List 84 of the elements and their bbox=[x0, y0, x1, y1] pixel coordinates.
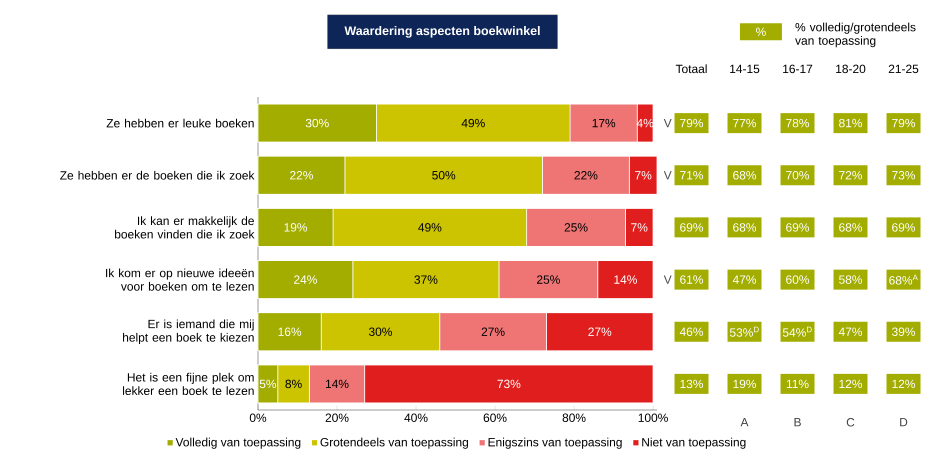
text: 19% bbox=[733, 380, 756, 388]
category-label: 21-25 bbox=[888, 64, 918, 74]
text: 81% bbox=[839, 118, 862, 128]
category-label: V bbox=[664, 171, 672, 180]
data-label: 7% bbox=[631, 223, 648, 232]
text: 78% bbox=[786, 118, 810, 128]
chart-title: Waardering aspecten boekwinkel bbox=[344, 26, 540, 38]
y-tick-label: Het is een fijne plek om lekker een boek te lezen bbox=[123, 372, 254, 396]
data-label: 16% bbox=[278, 328, 302, 336]
text: 12% bbox=[839, 380, 862, 388]
text: 61% bbox=[680, 275, 704, 284]
data-label: 8% bbox=[285, 380, 302, 388]
text: 72% bbox=[839, 171, 862, 180]
y-tick-label: Ze hebben er leuke boeken bbox=[106, 118, 254, 128]
x-tick-label: 100% bbox=[638, 414, 668, 422]
data-label: 25% bbox=[564, 223, 588, 232]
x-tick-label: 80% bbox=[562, 414, 586, 422]
text: % bbox=[756, 28, 766, 36]
data-label: 30% bbox=[368, 328, 392, 336]
text: 46% bbox=[680, 328, 704, 336]
text: 69% bbox=[892, 223, 916, 232]
text: C bbox=[846, 418, 854, 426]
y-tick-label: Ze hebben er de boeken die ik zoek bbox=[60, 170, 254, 180]
text: 47% bbox=[732, 275, 756, 284]
x-tick-label: 0% bbox=[250, 414, 266, 422]
legend-title: % volledig/grotendeels van toepassing bbox=[795, 22, 916, 48]
y-tick-label: Er is iemand die mij helpt een boek te kiezen bbox=[123, 319, 254, 344]
data-label: 49% bbox=[462, 118, 485, 128]
category-label: 14-15 bbox=[730, 64, 760, 74]
category-label: V bbox=[664, 118, 672, 128]
category-label: Totaal bbox=[676, 64, 707, 74]
text: 39% bbox=[892, 328, 916, 336]
data-label: 30% bbox=[306, 118, 329, 128]
text: 69% bbox=[786, 223, 810, 232]
text: D bbox=[900, 418, 908, 426]
text: A bbox=[740, 418, 748, 426]
text: 77% bbox=[733, 118, 756, 128]
text: 68% bbox=[733, 171, 756, 180]
text: 13% bbox=[680, 380, 704, 388]
text: 54%$^{D}$ bbox=[782, 326, 812, 337]
text: 60% bbox=[786, 275, 810, 284]
category-label: 16-17 bbox=[783, 64, 812, 74]
data-label: 19% bbox=[284, 223, 308, 232]
data-label: 7% bbox=[635, 171, 652, 180]
data-label: 17% bbox=[592, 118, 616, 128]
text: 70% bbox=[786, 171, 810, 180]
legend-label: Enigszins van toepassing bbox=[488, 438, 622, 449]
text: 12% bbox=[892, 380, 916, 388]
text: 68% bbox=[733, 223, 756, 232]
data-label: 24% bbox=[294, 275, 317, 284]
text: 69% bbox=[680, 223, 704, 232]
data-label: 37% bbox=[414, 275, 438, 284]
data-label: 25% bbox=[537, 275, 560, 284]
text: 68% bbox=[839, 223, 862, 232]
legend-label: Niet van toepassing bbox=[642, 438, 746, 449]
text: 53%$^{D}$ bbox=[730, 326, 759, 337]
legend-label: Grotendeels van toepassing bbox=[320, 438, 468, 449]
data-label: 49% bbox=[418, 223, 442, 232]
y-tick-label: Ik kom er op nieuwe ideeën voor boeken om te lezen bbox=[106, 268, 254, 291]
data-label: 73% bbox=[498, 380, 520, 388]
y-tick-label: Ik kan er makkelijk de boeken vinden die ik zoek bbox=[115, 216, 254, 239]
legend-label: Volledig van toepassing bbox=[176, 438, 300, 449]
category-label: 18-20 bbox=[836, 64, 866, 74]
x-tick-label: 60% bbox=[484, 414, 507, 422]
data-label: 22% bbox=[290, 171, 313, 180]
data-label: 50% bbox=[432, 171, 456, 180]
text: B bbox=[794, 418, 801, 426]
data-label: 22% bbox=[574, 171, 598, 180]
text: 47% bbox=[838, 328, 862, 336]
data-label: 14% bbox=[614, 275, 637, 284]
x-tick-label: 20% bbox=[326, 414, 349, 422]
text: 71% bbox=[680, 171, 704, 180]
text: 11% bbox=[786, 380, 809, 388]
x-tick-label: 40% bbox=[404, 414, 428, 422]
data-label: 14% bbox=[326, 380, 349, 388]
text: 58% bbox=[839, 275, 862, 284]
text: 68%$^{A}$ bbox=[889, 274, 918, 285]
data-label: 27% bbox=[588, 328, 612, 336]
text: 79% bbox=[892, 118, 916, 128]
data-label: 27% bbox=[482, 328, 505, 336]
data-label: 5% bbox=[260, 380, 276, 388]
category-label: V bbox=[664, 275, 672, 284]
text: 79% bbox=[680, 118, 704, 128]
text: 73% bbox=[892, 171, 916, 180]
